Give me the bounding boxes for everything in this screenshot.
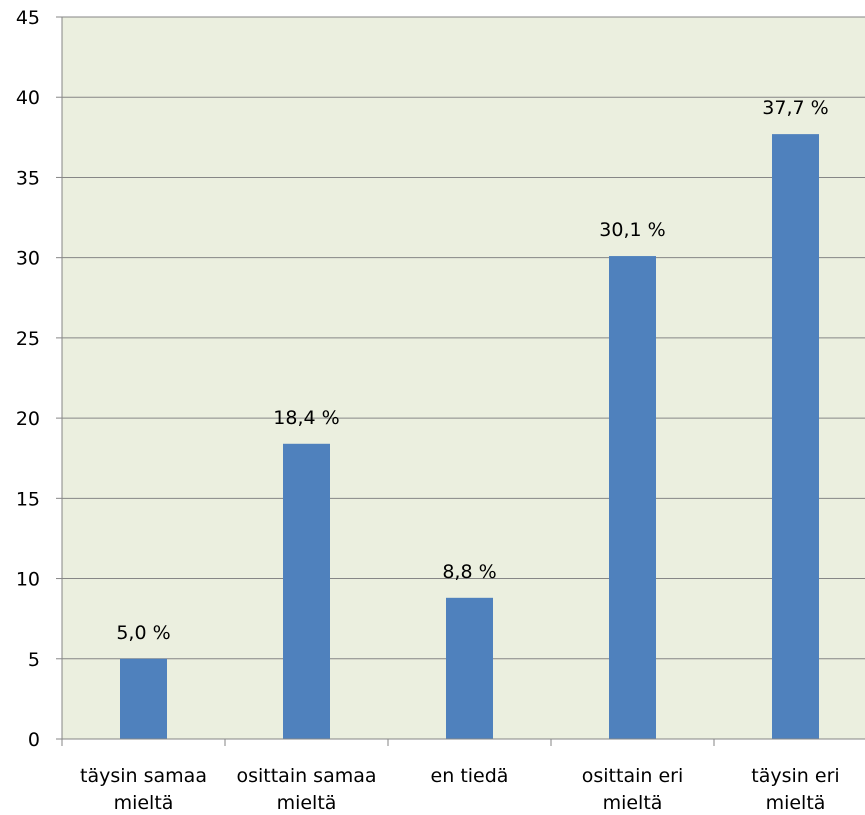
category-label: täysin samaa mieltä [80, 765, 207, 814]
category-label: en tiedä [431, 765, 509, 787]
bar [446, 597, 493, 739]
y-tick-label: 0 [28, 729, 40, 751]
bar [609, 256, 656, 739]
category-label-line: täysin eri [751, 765, 839, 787]
category-label-line: en tiedä [431, 765, 509, 787]
y-tick-label: 30 [16, 248, 40, 270]
category-label-line: osittain eri [582, 765, 684, 787]
y-tick-label: 25 [16, 328, 40, 350]
bar [772, 134, 819, 739]
data-label: 37,7 % [762, 97, 828, 119]
data-label: 30,1 % [599, 219, 665, 241]
bars [120, 134, 819, 739]
data-label: 5,0 % [116, 622, 170, 644]
category-label-line: osittain samaa [236, 765, 376, 787]
y-tick-label: 40 [16, 87, 40, 109]
y-tick-label: 45 [16, 7, 40, 29]
y-tick-label: 15 [16, 488, 40, 510]
category-label: osittain eri mieltä [582, 765, 684, 814]
data-label: 18,4 % [273, 407, 339, 429]
category-label-line: mieltä [277, 792, 337, 814]
y-tick-label: 20 [16, 408, 40, 430]
category-label: täysin eri mieltä [751, 765, 839, 814]
category-label-line: mieltä [603, 792, 663, 814]
bar [120, 658, 167, 739]
y-tick-label: 35 [16, 167, 40, 189]
gridlines [62, 16, 865, 660]
data-label: 8,8 % [442, 561, 496, 583]
category-label-line: täysin samaa [80, 765, 207, 787]
category-label-line: mieltä [766, 792, 826, 814]
category-label: osittain samaa mieltä [236, 765, 376, 814]
category-label-line: mieltä [114, 792, 174, 814]
bar [283, 443, 330, 739]
y-tick-label: 10 [16, 569, 40, 591]
axes [56, 16, 865, 746]
y-tick-label: 5 [28, 649, 40, 671]
labels: 0 5 10 15 20 25 30 35 40 45 5,0 % täysin samaa mielt… [16, 7, 840, 814]
